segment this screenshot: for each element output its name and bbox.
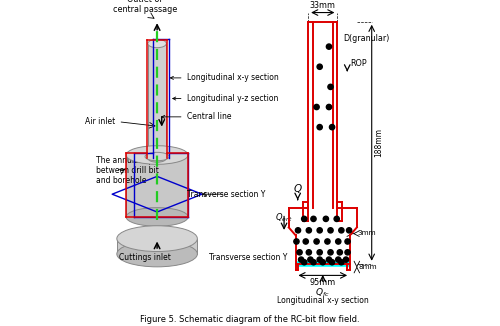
Circle shape	[345, 239, 350, 244]
Circle shape	[326, 257, 332, 262]
Ellipse shape	[148, 39, 167, 48]
Ellipse shape	[148, 154, 167, 162]
Text: 33mm: 33mm	[310, 1, 336, 10]
Text: Longitudinal x-y section: Longitudinal x-y section	[170, 73, 278, 82]
Text: Longitudinal x-y section: Longitudinal x-y section	[277, 296, 368, 305]
Text: Longitudinal y-z section: Longitudinal y-z section	[172, 94, 278, 103]
Circle shape	[328, 250, 333, 255]
Ellipse shape	[117, 226, 198, 252]
Circle shape	[346, 228, 352, 233]
Ellipse shape	[126, 208, 188, 226]
Circle shape	[320, 259, 326, 265]
Circle shape	[298, 257, 304, 262]
Text: $Q_{ent}$: $Q_{ent}$	[275, 211, 293, 224]
Text: Transverse section Y: Transverse section Y	[209, 253, 287, 262]
Circle shape	[317, 125, 322, 130]
Circle shape	[336, 239, 341, 244]
Circle shape	[296, 228, 300, 233]
Circle shape	[334, 216, 340, 221]
Circle shape	[344, 257, 348, 262]
Circle shape	[294, 239, 299, 244]
Circle shape	[336, 257, 341, 262]
Circle shape	[330, 259, 334, 265]
Text: $Q_{fc}$: $Q_{fc}$	[316, 286, 330, 299]
Ellipse shape	[117, 241, 198, 267]
Circle shape	[323, 216, 328, 221]
Text: D(granular): D(granular)	[343, 34, 390, 43]
Circle shape	[297, 250, 302, 255]
Circle shape	[308, 257, 313, 262]
Circle shape	[338, 259, 344, 265]
Circle shape	[317, 257, 322, 262]
Circle shape	[345, 250, 350, 255]
Circle shape	[326, 104, 332, 110]
Circle shape	[328, 84, 333, 90]
Circle shape	[337, 250, 342, 255]
Circle shape	[311, 259, 316, 265]
Text: $Q$: $Q$	[293, 183, 302, 196]
Circle shape	[317, 228, 322, 233]
Circle shape	[314, 104, 319, 110]
Circle shape	[325, 239, 330, 244]
Bar	[117, 239, 198, 254]
Text: Air inlet: Air inlet	[85, 117, 116, 126]
Text: Central line: Central line	[162, 112, 231, 121]
Text: The annular space
between drill bit
and borehole: The annular space between drill bit and …	[96, 156, 167, 185]
Circle shape	[302, 216, 307, 221]
Circle shape	[328, 228, 333, 233]
Circle shape	[338, 228, 344, 233]
Text: ROP: ROP	[350, 59, 367, 68]
Bar	[148, 43, 167, 158]
Circle shape	[303, 239, 308, 244]
Circle shape	[311, 216, 316, 221]
Text: Cuttings inlet: Cuttings inlet	[119, 253, 171, 261]
Circle shape	[330, 125, 334, 130]
Circle shape	[306, 250, 312, 255]
Ellipse shape	[126, 146, 188, 164]
Bar	[126, 155, 188, 217]
Text: Figure 5. Schematic diagram of the RC-bit flow field.: Figure 5. Schematic diagram of the RC-bi…	[140, 315, 360, 324]
Circle shape	[317, 250, 322, 255]
Ellipse shape	[145, 152, 169, 161]
Text: Transverse section Y: Transverse section Y	[186, 190, 265, 199]
Circle shape	[302, 259, 307, 265]
Text: 3mm: 3mm	[358, 230, 376, 236]
Circle shape	[326, 44, 332, 49]
Circle shape	[306, 228, 312, 233]
Circle shape	[317, 64, 322, 69]
Text: 8mm: 8mm	[358, 264, 377, 270]
Text: 95mm: 95mm	[310, 278, 336, 288]
Text: Outlet of
central passage: Outlet of central passage	[112, 0, 177, 14]
Text: 188mm: 188mm	[374, 128, 383, 157]
Circle shape	[314, 239, 319, 244]
